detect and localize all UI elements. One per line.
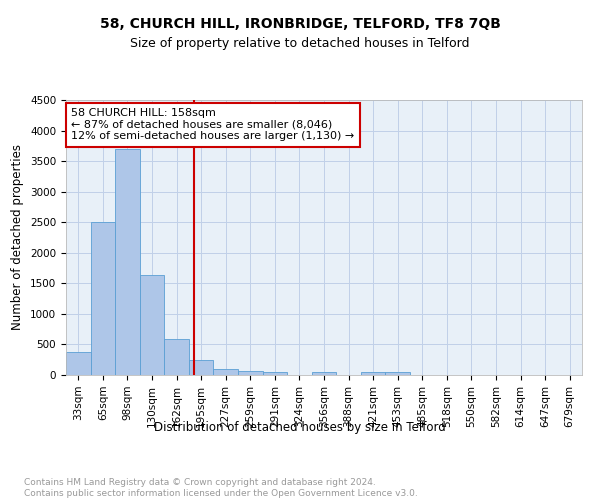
Bar — [385, 372, 410, 375]
Bar — [361, 372, 385, 375]
Bar — [263, 372, 287, 375]
Bar — [66, 352, 91, 375]
Text: 58 CHURCH HILL: 158sqm
← 87% of detached houses are smaller (8,046)
12% of semi-: 58 CHURCH HILL: 158sqm ← 87% of detached… — [71, 108, 355, 142]
Y-axis label: Number of detached properties: Number of detached properties — [11, 144, 25, 330]
Bar — [91, 222, 115, 375]
Bar — [164, 339, 189, 375]
Text: Distribution of detached houses by size in Telford: Distribution of detached houses by size … — [154, 421, 446, 434]
Bar — [140, 276, 164, 375]
Bar — [238, 372, 263, 375]
Bar — [214, 368, 238, 375]
Bar — [312, 372, 336, 375]
Text: Size of property relative to detached houses in Telford: Size of property relative to detached ho… — [130, 38, 470, 51]
Bar — [189, 360, 214, 375]
Bar — [115, 149, 140, 375]
Text: Contains HM Land Registry data © Crown copyright and database right 2024.
Contai: Contains HM Land Registry data © Crown c… — [24, 478, 418, 498]
Text: 58, CHURCH HILL, IRONBRIDGE, TELFORD, TF8 7QB: 58, CHURCH HILL, IRONBRIDGE, TELFORD, TF… — [100, 18, 500, 32]
